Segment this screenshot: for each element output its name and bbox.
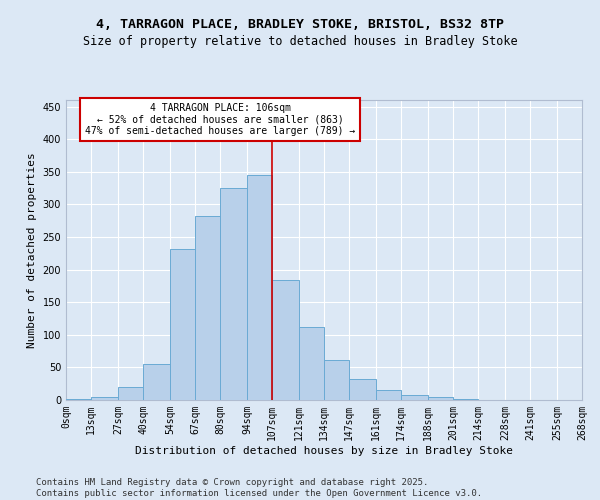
Bar [247, 175, 272, 400]
Bar [220, 188, 247, 400]
Text: 4, TARRAGON PLACE, BRADLEY STOKE, BRISTOL, BS32 8TP: 4, TARRAGON PLACE, BRADLEY STOKE, BRISTO… [96, 18, 504, 30]
X-axis label: Distribution of detached houses by size in Bradley Stoke: Distribution of detached houses by size … [135, 446, 513, 456]
Y-axis label: Number of detached properties: Number of detached properties [27, 152, 37, 348]
Text: Contains HM Land Registry data © Crown copyright and database right 2025.
Contai: Contains HM Land Registry data © Crown c… [36, 478, 482, 498]
Bar [170, 248, 195, 400]
Bar [91, 396, 118, 400]
Text: 4 TARRAGON PLACE: 106sqm
← 52% of detached houses are smaller (863)
47% of semi-: 4 TARRAGON PLACE: 106sqm ← 52% of detach… [85, 104, 355, 136]
Bar [195, 216, 220, 400]
Text: Size of property relative to detached houses in Bradley Stoke: Size of property relative to detached ho… [83, 35, 517, 48]
Bar [272, 280, 299, 400]
Bar [349, 379, 376, 400]
Bar [66, 398, 91, 400]
Bar [299, 327, 324, 400]
Bar [324, 360, 349, 400]
Bar [118, 387, 143, 400]
Bar [401, 395, 428, 400]
Bar [376, 390, 401, 400]
Bar [143, 364, 170, 400]
Bar [428, 398, 453, 400]
